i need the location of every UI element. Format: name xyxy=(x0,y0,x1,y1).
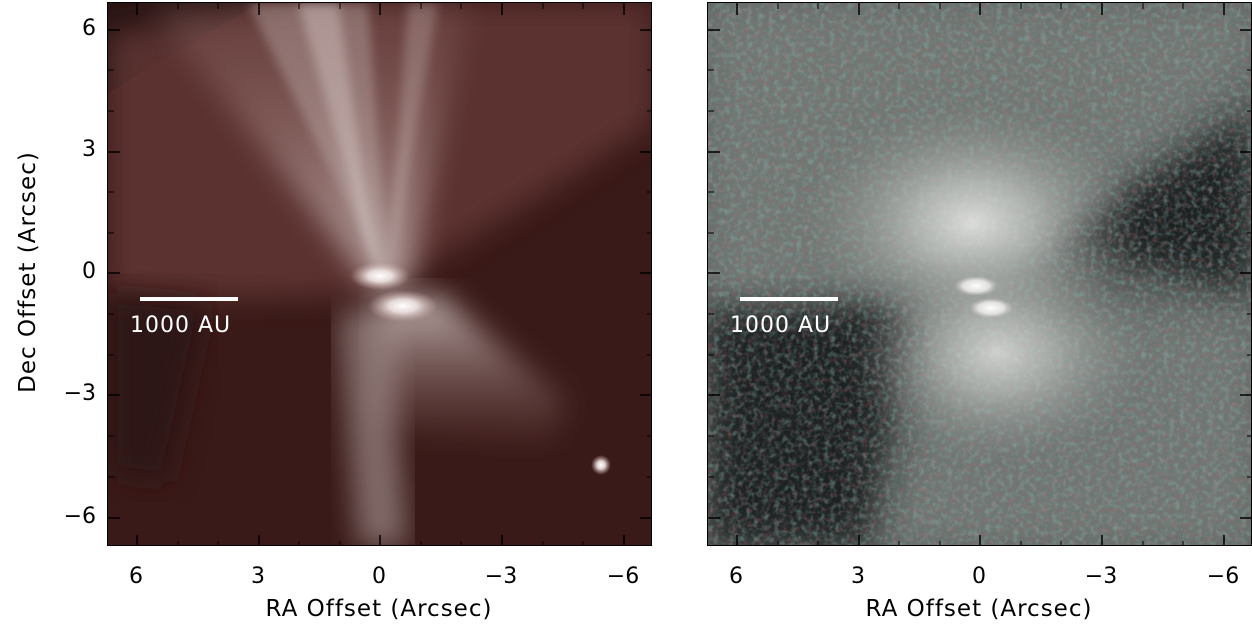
right-scale-bar xyxy=(740,297,838,301)
right-image-panel: 1000 AU xyxy=(707,2,1252,546)
left-x-tick-label: −6 xyxy=(606,564,640,589)
left-nebula-image xyxy=(108,3,651,545)
right-x-axis-label: RA Offset (Arcsec) xyxy=(865,596,1093,622)
left-x-axis-label: RA Offset (Arcsec) xyxy=(265,596,493,622)
right-x-tick-label: −6 xyxy=(1206,564,1240,589)
y-tick-label: 3 xyxy=(82,137,96,162)
right-x-tick-label: 3 xyxy=(851,564,865,589)
left-scale-bar xyxy=(140,297,238,301)
y-tick-label: 0 xyxy=(82,259,96,284)
right-scale-bar-label: 1000 AU xyxy=(730,313,832,338)
left-scale-bar-label: 1000 AU xyxy=(130,313,232,338)
left-x-tick-label: −3 xyxy=(484,564,518,589)
y-tick-label: 6 xyxy=(82,16,96,41)
left-x-tick-label: 6 xyxy=(129,564,143,589)
right-x-tick-label: 0 xyxy=(972,564,986,589)
y-tick-label: −3 xyxy=(63,381,96,406)
y-tick-label: −6 xyxy=(63,504,96,529)
right-nebula-image xyxy=(708,3,1251,545)
left-image-panel: 1000 AU xyxy=(107,2,652,546)
right-x-tick-label: −3 xyxy=(1084,564,1118,589)
right-x-tick-label: 6 xyxy=(729,564,743,589)
left-x-tick-label: 0 xyxy=(372,564,386,589)
left-x-tick-label: 3 xyxy=(251,564,265,589)
